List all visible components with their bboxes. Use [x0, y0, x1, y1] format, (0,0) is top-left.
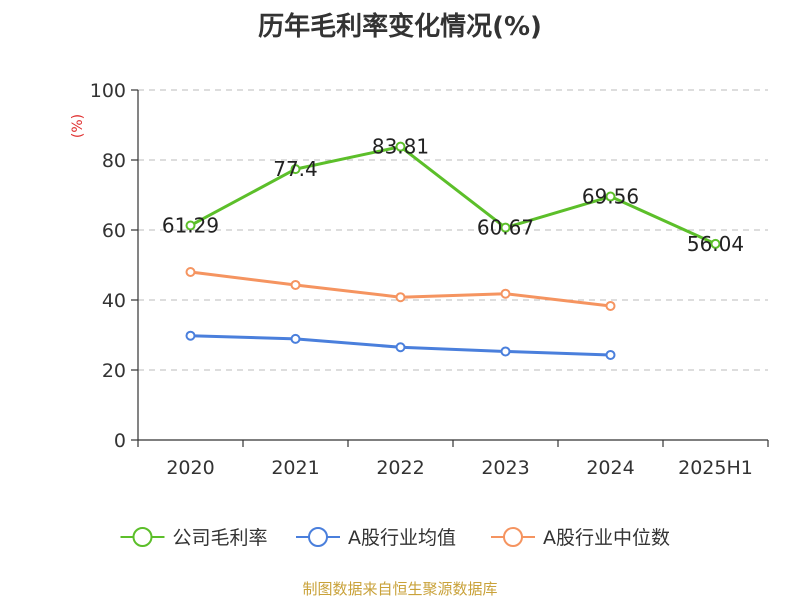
- legend-label: 公司毛利率: [173, 527, 268, 549]
- x-axis-ticks: 2020 2021 2022 2023 2024 2025H1: [166, 457, 753, 479]
- x-tick-label: 2020: [166, 457, 214, 479]
- data-point[interactable]: [395, 342, 406, 353]
- data-point[interactable]: [500, 222, 511, 233]
- y-tick-label: 20: [102, 360, 126, 382]
- data-labels: 61.29 77.4 83.81 60.67 69.56 56.04: [162, 135, 744, 256]
- data-label: 60.67: [477, 216, 534, 240]
- data-point[interactable]: [185, 220, 196, 231]
- legend[interactable]: 公司毛利率 A股行业均值 A股行业中位数: [120, 527, 671, 549]
- chart-title: 历年毛利率变化情况(%): [258, 12, 542, 42]
- legend-item-2[interactable]: A股行业中位数: [491, 527, 670, 549]
- legend-label: A股行业均值: [348, 527, 456, 549]
- series-line-0: [189, 145, 717, 246]
- data-point[interactable]: [710, 238, 721, 249]
- legend-marker: [503, 527, 523, 547]
- data-point[interactable]: [290, 164, 301, 175]
- data-point[interactable]: [500, 288, 511, 299]
- data-point[interactable]: [185, 330, 196, 341]
- y-tick-label: 40: [102, 290, 126, 312]
- x-tick-label: 2021: [271, 457, 319, 479]
- legend-item-1[interactable]: A股行业均值: [296, 527, 456, 549]
- legend-marker: [132, 527, 153, 547]
- legend-marker: [308, 527, 328, 547]
- y-tick-label: 100: [90, 80, 126, 102]
- data-label: 69.56: [582, 185, 639, 209]
- legend-label: A股行业中位数: [543, 527, 670, 549]
- data-label: 83.81: [372, 135, 429, 159]
- x-tick-label: 2025H1: [678, 457, 753, 479]
- data-point[interactable]: [395, 292, 406, 303]
- axes: [131, 89, 769, 447]
- y-axis-unit-label: (%): [70, 114, 86, 138]
- data-point[interactable]: [605, 191, 616, 202]
- data-label: 61.29: [162, 213, 219, 237]
- data-point[interactable]: [290, 333, 301, 344]
- x-tick-label: 2024: [586, 457, 634, 479]
- data-point[interactable]: [395, 141, 406, 152]
- x-tick-label: 2023: [481, 457, 529, 479]
- data-point[interactable]: [185, 267, 196, 277]
- y-tick-label: 0: [114, 430, 126, 452]
- series-group: [185, 141, 721, 360]
- y-tick-label: 60: [102, 220, 126, 242]
- data-point[interactable]: [605, 300, 616, 311]
- data-source-note: 制图数据来自恒生聚源数据库: [302, 580, 498, 598]
- data-point[interactable]: [605, 349, 616, 360]
- data-label: 77.4: [273, 157, 318, 181]
- grid-lines: [138, 89, 768, 371]
- data-point[interactable]: [500, 346, 511, 357]
- y-axis-ticks: 0 20 40 60 80 100: [90, 80, 126, 452]
- data-label: 56.04: [687, 232, 744, 256]
- y-tick-label: 80: [102, 150, 126, 172]
- x-tick-label: 2022: [376, 457, 424, 479]
- data-point[interactable]: [290, 279, 301, 290]
- legend-item-0[interactable]: 公司毛利率: [120, 527, 268, 549]
